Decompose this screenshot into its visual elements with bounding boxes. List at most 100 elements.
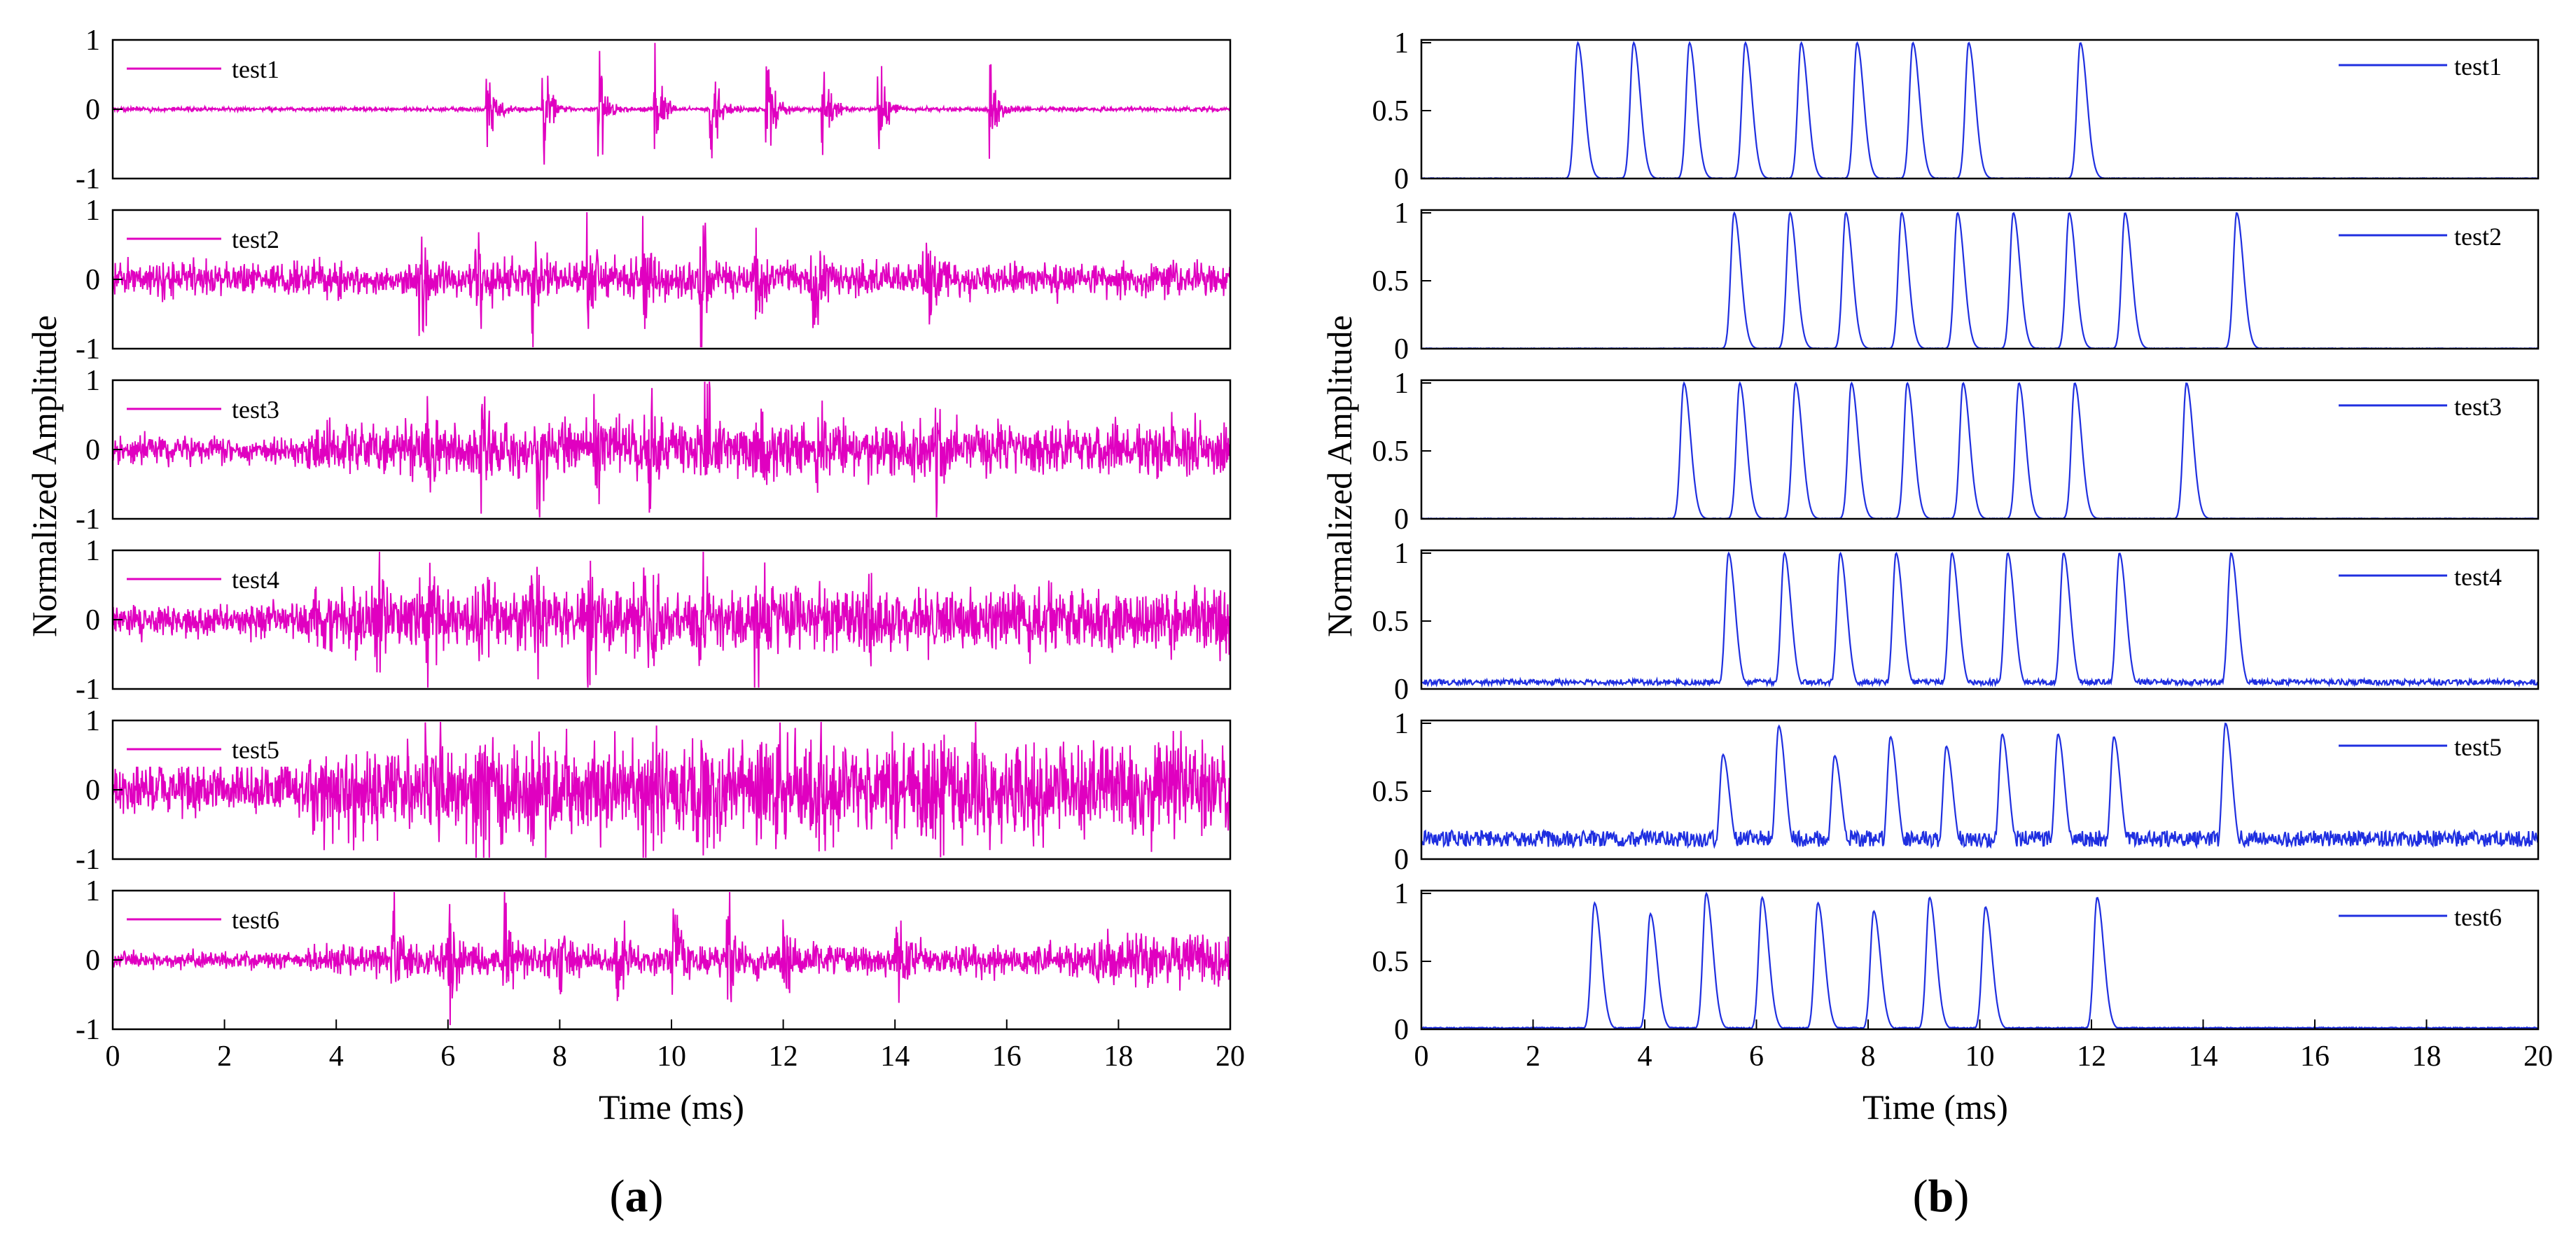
ytick-label-a: 1: [85, 705, 100, 737]
legend-a-test6: test6: [116, 902, 298, 937]
ytick-label-b: 1: [1394, 878, 1409, 910]
xtick-label-a: 12: [769, 1040, 798, 1073]
ytick-label-a: -1: [76, 333, 100, 365]
legend-label: test1: [232, 55, 279, 83]
ytick-label-b: 0.5: [1372, 606, 1409, 638]
legend-a-test4: test4: [116, 562, 298, 597]
ytick-label-a: 0: [85, 94, 100, 126]
xtick-label-b: 6: [1749, 1040, 1764, 1073]
ytick-label-b: 0.5: [1372, 946, 1409, 978]
xtick-label-b: 8: [1861, 1040, 1876, 1073]
ytick-label-a: 1: [85, 875, 100, 907]
legend-b-test6: test6: [2328, 900, 2533, 935]
ytick-label-b: 0.5: [1372, 436, 1409, 468]
ytick-label-a: 0: [85, 434, 100, 466]
ytick-label-b: 0: [1394, 674, 1409, 706]
legend-label: test3: [2454, 393, 2502, 421]
panel-b-label-close: ): [1954, 1171, 1969, 1222]
legend-a-test2: test2: [116, 221, 298, 256]
xtick-label-b: 2: [1526, 1040, 1540, 1073]
xtick-label-a: 16: [992, 1040, 1022, 1073]
legend-bg: [2328, 730, 2533, 765]
panel-b-xlabel: Time (ms): [1863, 1087, 2008, 1127]
axes-frame-b-test1: [1420, 39, 2540, 180]
legend-label: test5: [2454, 733, 2502, 761]
xtick-label-a: 0: [106, 1040, 120, 1073]
series-line-a-test3: [112, 381, 1231, 518]
legend-b-test3: test3: [2328, 390, 2533, 425]
xtick-label-b: 0: [1414, 1040, 1429, 1073]
legend-b-test2: test2: [2328, 220, 2533, 255]
xtick-label-b: 20: [2523, 1040, 2553, 1073]
axes-frame-b-test3: [1420, 379, 2540, 520]
ytick-label-a: -1: [76, 674, 100, 706]
ytick-label-a: 0: [85, 264, 100, 296]
panel-b-label-open: (: [1913, 1171, 1928, 1222]
panel-a-label-close: ): [648, 1171, 664, 1222]
panel-a-label-letter: a: [625, 1171, 648, 1222]
xtick-label-a: 20: [1216, 1040, 1245, 1073]
legend-label: test2: [2454, 223, 2502, 251]
xtick-label-b: 10: [1965, 1040, 1995, 1073]
ytick-label-a: 0: [85, 604, 100, 636]
legend-a-test1: test1: [116, 51, 298, 86]
legend-bg: [2328, 220, 2533, 255]
series-line-b-test6: [1421, 891, 2539, 1030]
xtick-label-a: 10: [657, 1040, 686, 1073]
ytick-label-b: 0.5: [1372, 95, 1409, 127]
ytick-label-b: 1: [1394, 27, 1409, 60]
series-line-b-test4: [1421, 551, 2539, 688]
ytick-label-b: 0.5: [1372, 776, 1409, 808]
xtick-label-b: 4: [1638, 1040, 1652, 1073]
axes-frame-b-test5: [1420, 719, 2540, 861]
panel-a-ylabel: Normalized Amplitude: [25, 315, 64, 637]
panel-b-label: (b): [1913, 1171, 1970, 1222]
xtick-label-b: 12: [2077, 1040, 2106, 1073]
panel-b-label-letter: b: [1928, 1171, 1954, 1222]
panel-a-chart: -101test1-101test2-101test3-101test4-101…: [76, 25, 1245, 1073]
ytick-label-b: 0.5: [1372, 265, 1409, 298]
series-line-a-test2: [112, 212, 1231, 348]
panel-a-label-open: (: [610, 1171, 625, 1222]
legend-b-test1: test1: [2328, 50, 2533, 85]
ytick-label-a: 0: [85, 945, 100, 977]
axes-frame-b-test4: [1420, 549, 2540, 690]
axes-frame-b-test2: [1420, 209, 2540, 350]
xtick-label-b: 18: [2412, 1040, 2442, 1073]
xtick-label-a: 6: [440, 1040, 455, 1073]
ytick-label-a: -1: [76, 844, 100, 876]
ytick-label-a: -1: [76, 163, 100, 195]
ytick-label-b: 1: [1394, 197, 1409, 230]
ytick-label-a: -1: [76, 1014, 100, 1046]
xtick-label-a: 2: [217, 1040, 232, 1073]
series-line-b-test5: [1421, 723, 2539, 849]
legend-b-test4: test4: [2328, 560, 2533, 595]
ytick-label-a: 1: [85, 365, 100, 397]
legend-label: test4: [232, 566, 279, 594]
ytick-label-b: 0: [1394, 1014, 1409, 1046]
legend-label: test6: [2454, 903, 2502, 931]
series-line-a-test4: [112, 551, 1231, 688]
legend-a-test5: test5: [116, 732, 298, 767]
ytick-label-b: 0: [1394, 844, 1409, 876]
series-line-a-test1: [112, 43, 1231, 165]
ytick-label-a: 1: [85, 535, 100, 567]
series-line-a-test6: [112, 891, 1231, 1026]
panel-a-xlabel: Time (ms): [599, 1087, 744, 1127]
panel-b-ylabel: Normalized Amplitude: [1320, 315, 1359, 637]
xtick-label-a: 14: [880, 1040, 910, 1073]
ytick-label-a: 1: [85, 195, 100, 227]
legend-bg: [2328, 900, 2533, 935]
legend-bg: [2328, 390, 2533, 425]
panel-b-chart: 0 0.5 1 test1 0 0.5 1 test2 0 0.5 1 test3 0 0.5 1 test4…: [1372, 27, 2554, 1073]
xtick-label-b: 14: [2189, 1040, 2218, 1073]
ytick-label-b: 1: [1394, 708, 1409, 740]
legend-label: test1: [2454, 53, 2502, 81]
legend-label: test6: [232, 906, 279, 934]
legend-label: test2: [232, 225, 279, 253]
xtick-label-a: 4: [329, 1040, 344, 1073]
legend-label: test3: [232, 396, 279, 424]
xtick-label-a: 8: [552, 1040, 567, 1073]
ytick-label-a: -1: [76, 503, 100, 536]
